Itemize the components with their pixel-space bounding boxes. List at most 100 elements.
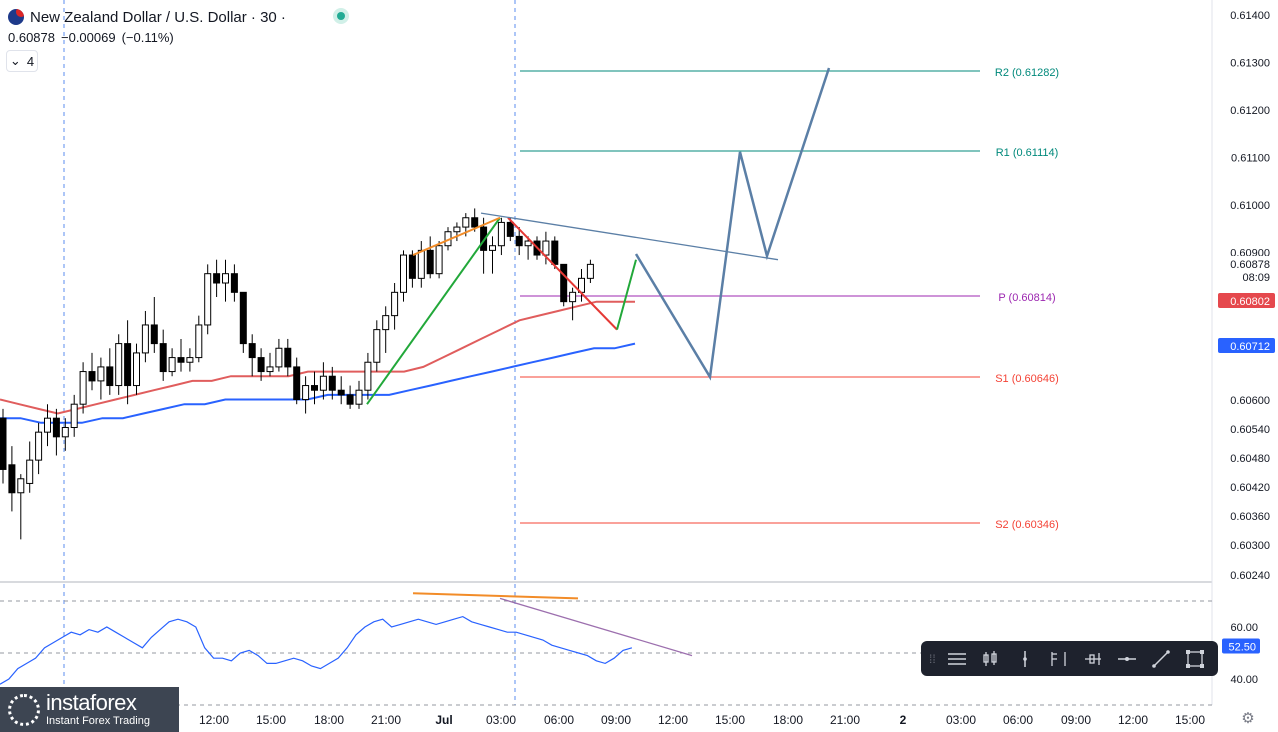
resistance-trend-line <box>480 212 779 261</box>
candle-body <box>337 389 345 396</box>
time-axis-label: 12:00 <box>658 713 688 727</box>
candle-body <box>88 371 96 382</box>
time-axis-label: 15:00 <box>715 713 745 727</box>
candle-body <box>97 366 105 382</box>
price-tick-label: 0.61100 <box>1231 153 1270 165</box>
price-tick-label: 0.60540 <box>1230 424 1270 436</box>
candle-body <box>195 324 203 359</box>
candle-body <box>364 361 372 391</box>
instaforex-logo-icon <box>8 693 40 726</box>
pivot-label-s1: S1 (0.60646) <box>995 373 1059 385</box>
candle-body <box>462 217 470 228</box>
select-rectangle-icon[interactable] <box>1181 645 1209 673</box>
candle-body <box>302 385 310 401</box>
bar-countdown: 08:09 <box>1242 272 1270 284</box>
time-axis-label: 09:00 <box>1061 713 1091 727</box>
time-axis-label: 09:00 <box>601 713 631 727</box>
market-open-icon <box>333 8 349 24</box>
gear-icon[interactable]: ⚙ <box>1241 710 1255 727</box>
candle-body <box>266 366 274 373</box>
time-axis-label: 06:00 <box>1003 713 1033 727</box>
time-axis-label: 12:00 <box>199 713 229 727</box>
candle-body <box>284 347 292 368</box>
candle-body <box>213 273 221 284</box>
nzd-flag-icon <box>8 9 24 25</box>
pivot-label-s2: S2 (0.60346) <box>995 519 1059 531</box>
price-range-icon[interactable] <box>1079 645 1107 673</box>
indicators-count: 4 <box>26 53 35 69</box>
rsi-trend-line <box>499 597 693 657</box>
timeline-icon[interactable] <box>1045 645 1073 673</box>
candle-body <box>346 394 354 405</box>
candle-body <box>524 240 532 247</box>
candle-body <box>497 221 505 247</box>
drag-handle-icon[interactable]: ⁞⁞ <box>929 651 936 666</box>
candle-body <box>471 217 479 228</box>
rsi-badge-bg <box>1222 638 1260 654</box>
current-price-label: 0.60878 <box>1230 259 1270 271</box>
candle-body <box>311 385 318 391</box>
time-axis-label: 18:00 <box>773 713 803 727</box>
candle-body <box>0 417 7 470</box>
candle-body <box>480 226 488 251</box>
candle-body <box>168 357 176 373</box>
top-divergence-line <box>412 216 501 256</box>
candle-body <box>417 249 425 279</box>
candle-body <box>373 329 381 363</box>
chevron-down-icon: ⌄ <box>9 53 21 68</box>
candle-body <box>328 375 336 391</box>
candle-body <box>435 245 443 275</box>
symbol-header[interactable]: New Zealand Dollar / U.S. Dollar · 30 · <box>8 6 286 28</box>
candle-body <box>17 478 25 494</box>
bars-icon[interactable] <box>977 645 1005 673</box>
candle-body <box>560 263 568 303</box>
candle-body <box>115 343 123 387</box>
candle-body <box>133 352 140 387</box>
horizontal-line-icon[interactable] <box>1113 645 1141 673</box>
time-axis-label: 03:00 <box>946 713 976 727</box>
candle-body <box>222 273 229 284</box>
price-tick-label: 0.61000 <box>1230 200 1270 212</box>
rsi-tick-label: 60.00 <box>1230 622 1258 634</box>
candle-body <box>542 240 550 256</box>
trend-line-icon[interactable] <box>1147 645 1175 673</box>
pivot-label-r1: R1 (0.61114) <box>996 147 1059 159</box>
time-axis-label: 15:00 <box>1175 713 1205 727</box>
candle-body <box>141 324 149 354</box>
candle-body <box>61 427 69 438</box>
price-tick-label: 0.61300 <box>1230 58 1270 70</box>
drawing-toolbar: ⁞⁞ <box>921 641 1218 676</box>
candle-body <box>106 366 114 387</box>
candle-body <box>355 389 363 405</box>
candle-body <box>506 221 514 237</box>
rsi-line <box>0 615 633 685</box>
candle-body <box>293 366 301 401</box>
candle-body <box>124 343 132 387</box>
candle-body <box>257 357 265 373</box>
candle-body <box>79 371 87 405</box>
time-axis-label: 12:00 <box>1118 713 1148 727</box>
watermark-name: instaforex <box>46 690 137 715</box>
candle-body <box>204 273 212 326</box>
correction-down-line <box>507 217 618 331</box>
candle-body <box>453 226 461 233</box>
vertical-line-icon[interactable] <box>1011 645 1039 673</box>
candle-body <box>408 254 416 279</box>
ema-fast-badge-bg <box>1218 293 1275 308</box>
candle-body <box>382 315 390 331</box>
watermark-tagline: Instant Forex Trading <box>46 715 150 727</box>
time-axis-label: 15:00 <box>256 713 286 727</box>
candle-body <box>35 431 43 461</box>
price-tick-label: 0.60300 <box>1230 540 1270 552</box>
candle-body <box>275 347 283 368</box>
price-change-readout: 0.60878 −0.00069 (−0.11%) <box>8 30 174 45</box>
lines-settings-icon[interactable] <box>943 645 971 673</box>
price-change: −0.00069 <box>61 30 116 45</box>
time-axis-label: 06:00 <box>544 713 574 727</box>
indicators-toggle-button[interactable]: ⌄ 4 <box>6 50 38 72</box>
projection-path <box>634 67 831 381</box>
price-tick-label: 0.60360 <box>1230 511 1270 523</box>
symbol-title[interactable]: New Zealand Dollar / U.S. Dollar · 30 · <box>30 8 286 26</box>
rsi-badge: 52.50 <box>1228 642 1256 654</box>
